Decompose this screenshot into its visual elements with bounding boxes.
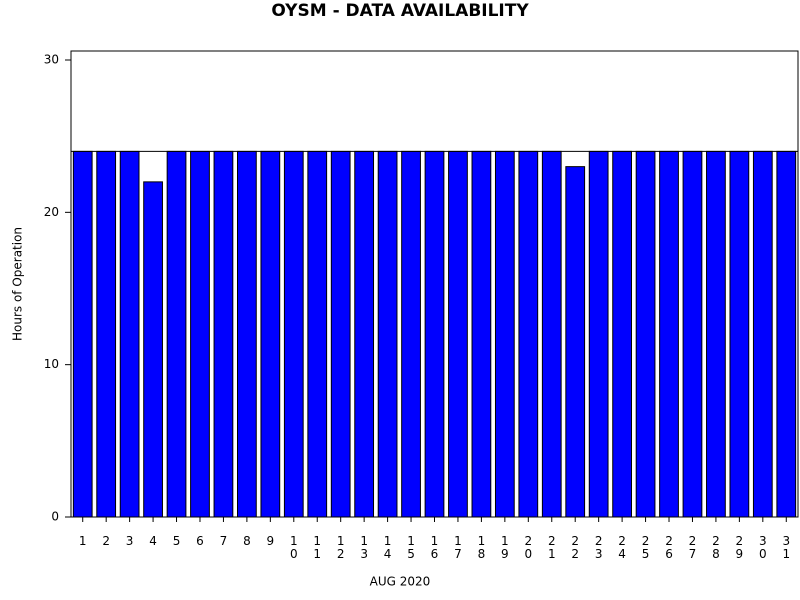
bar [307,150,328,518]
bar [776,150,797,518]
bar [354,150,375,518]
bar [588,150,609,518]
chart-title: OYSM - DATA AVAILABILITY [271,1,529,21]
bar [682,150,703,518]
bar [471,150,492,518]
x-tick-label: 3 [126,534,134,548]
y-tick-label: 10 [44,357,59,371]
y-tick-label: 20 [44,205,59,219]
bar [72,150,93,518]
bar [237,150,257,518]
bar [166,150,187,518]
bar [752,150,773,518]
bar [612,150,632,518]
x-tick-label: 9 [267,534,275,548]
bar [541,150,562,518]
bar [283,150,304,518]
bar [424,150,445,518]
bar [635,150,656,518]
x-axis-label: AUG 2020 [370,575,431,589]
bar [213,150,234,518]
bar [260,150,281,518]
bar [96,150,117,518]
bar [190,150,210,518]
bar [565,166,586,518]
x-tick-label: 4 [149,534,157,548]
x-tick-label: 7 [220,534,228,548]
bar [518,150,539,518]
y-tick-label: 30 [44,53,59,67]
bar [706,150,726,518]
bar [659,150,679,518]
bar [143,181,163,518]
y-tick-label: 0 [51,510,59,524]
x-tick-label: 2 [102,534,110,548]
y-axis-label: Hours of Operation [11,227,25,341]
bar [119,150,140,518]
x-tick-label: 6 [196,534,204,548]
bar [377,150,398,518]
bar [401,150,421,518]
bar [330,150,351,518]
x-tick-label: 1 [79,534,87,548]
x-tick-label: 8 [243,534,251,548]
bar [729,150,750,518]
bar [448,150,468,518]
x-tick-label: 5 [173,534,181,548]
bar [494,150,515,518]
